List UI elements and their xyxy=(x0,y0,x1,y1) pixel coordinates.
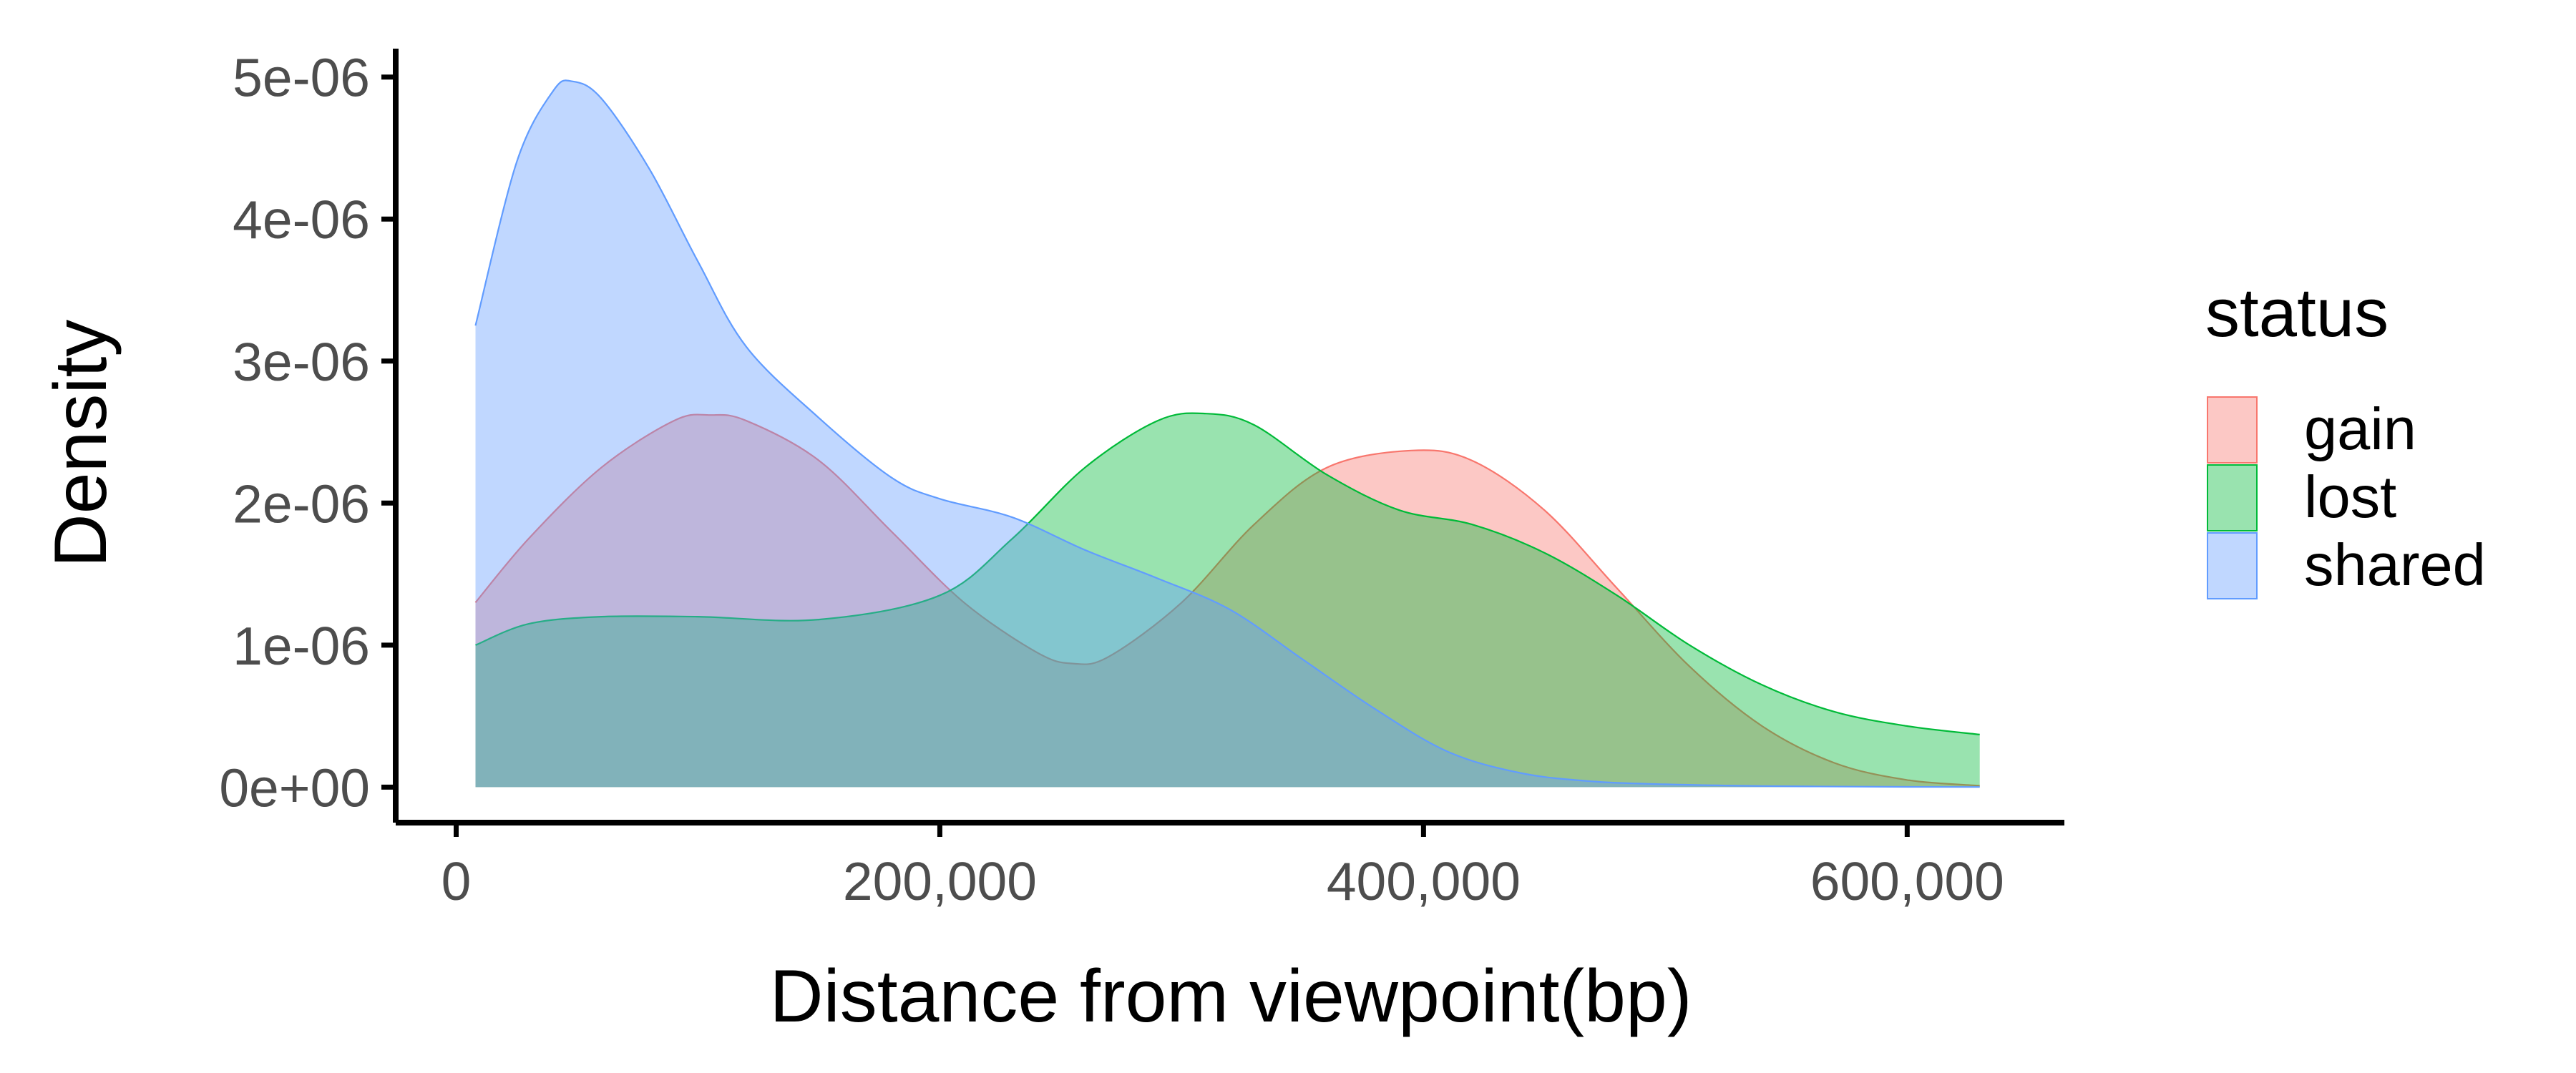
x-axis-title: Distance from viewpoint(bp) xyxy=(770,955,1692,1038)
y-tick-label: 1e-06 xyxy=(233,616,370,676)
axes xyxy=(393,49,2064,825)
legend-label-shared: shared xyxy=(2304,531,2486,598)
area-shared xyxy=(475,80,1980,788)
x-ticks: 0 200,000 400,000 600,000 xyxy=(441,823,2004,911)
y-tick-label: 4e-06 xyxy=(233,190,370,250)
legend-swatch-shared xyxy=(2207,532,2258,599)
y-tick-label: 2e-06 xyxy=(233,474,370,534)
legend-label-lost: lost xyxy=(2304,464,2396,530)
x-tick-label: 0 xyxy=(441,851,472,911)
x-tick-label: 600,000 xyxy=(1810,851,2004,911)
area-gain xyxy=(475,414,1980,788)
legend-swatch-lost xyxy=(2207,464,2258,531)
y-ticks: 0e+00 1e-06 2e-06 3e-06 4e-06 5e-06 xyxy=(219,48,396,818)
area-lost xyxy=(475,413,1980,788)
y-tick-label: 5e-06 xyxy=(233,48,370,108)
y-tick-label: 3e-06 xyxy=(233,332,370,392)
area-outline-shared xyxy=(474,79,1980,788)
density-areas xyxy=(474,79,1980,788)
legend-title: status xyxy=(2205,275,2389,351)
legend-label-gain: gain xyxy=(2304,396,2416,462)
y-axis-title: Density xyxy=(39,320,122,568)
x-tick-label: 400,000 xyxy=(1327,851,1521,911)
area-outline-gain xyxy=(474,413,1980,787)
y-tick-label: 0e+00 xyxy=(219,758,370,818)
x-tick-label: 200,000 xyxy=(843,851,1037,911)
area-outline-lost xyxy=(475,412,1980,735)
legend-swatch-gain xyxy=(2207,396,2258,464)
